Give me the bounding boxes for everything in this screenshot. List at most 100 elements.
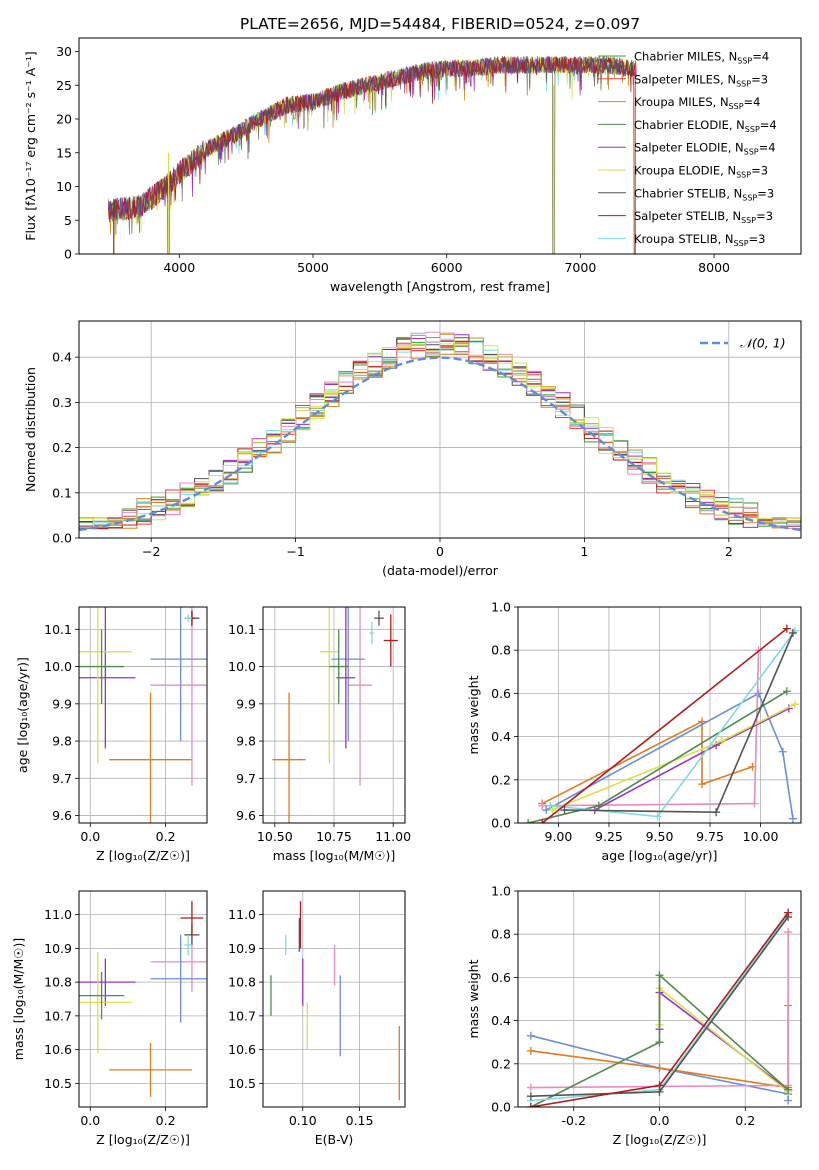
y-tick-label: 25 [56,78,72,93]
weight-marker [718,736,727,745]
axes-spectrum: 4000 5000 6000 7000 8000 0 5 10 15 20 25 30 waveleng… [23,37,802,294]
x-tick-label: 2 [725,544,733,559]
data-point [150,607,207,742]
weight-marker [548,806,557,815]
plot-area-age-vs-mass [263,607,405,823]
weight-marker [653,812,662,821]
x-tick-label: 0.2 [735,1113,755,1128]
weight-marker [750,799,759,808]
weight-series [560,628,797,817]
x-tick-label: 0.2 [156,1113,176,1128]
weight-series [548,700,799,815]
data-point [272,692,306,823]
weight-series [542,689,797,823]
weight-marker [712,808,721,817]
x-tick-label: 0.10 [289,1113,317,1128]
data-point [79,951,132,1053]
plot-area-weight-vs-Z [518,891,801,1107]
x-tick-label: 9.00 [545,829,573,844]
weight-marker [526,1103,535,1107]
x-tick-label: 10.50 [257,829,293,844]
y-tick-label: 9.6 [236,808,256,823]
x-tick-label: 1 [580,544,588,559]
y-tick-label: 0.1 [52,485,72,500]
weight-series [538,624,791,823]
y-tick-label: 11.0 [44,907,72,922]
weight-marker [782,687,791,696]
axes-age-vs-mass: 10.50 10.75 11.00 9.6 9.7 9.8 9.9 10.0 10.1 mass … [228,606,411,863]
weight-marker [655,971,664,980]
normal-curve [79,356,801,532]
axes-frame [78,320,802,539]
y-tick-label: 10.1 [44,622,72,637]
x-tick-label: −2 [142,544,160,559]
y-tick-label: 0.8 [491,927,511,942]
weight-marker [524,819,533,823]
axes-frame [78,37,802,255]
x-axis-label: mass [log₁₀(M/M☉)] [273,848,395,863]
x-tick-label: 0.0 [650,1113,670,1128]
weight-marker [560,806,569,815]
x-tick-label: 0.0 [80,829,100,844]
data-point [79,607,136,749]
data-point [329,629,349,704]
weight-marker [754,689,763,698]
data-point [184,934,192,956]
data-point [374,610,384,626]
weight-marker [788,814,797,823]
weight-marker [784,1085,793,1094]
weight-marker [784,928,793,937]
y-tick-label: 1.0 [491,600,511,615]
y-tick-label: 10.7 [228,1008,256,1023]
y-tick-label: 30 [56,44,72,59]
weight-line [541,627,788,823]
histogram-series [79,339,801,528]
weight-marker [538,801,547,810]
weight-line [594,707,790,811]
weight-marker [655,1081,664,1090]
spectrum-series [108,56,637,221]
weight-marker [655,1038,664,1047]
weight-marker [778,747,787,756]
axes-weight-vs-age: 9.00 9.25 9.50 9.75 10.00 0.0 0.2 0.4 0.6 0.8 1.0 a… [466,600,802,863]
x-tick-label: 9.25 [595,829,623,844]
y-axis-label: Normed distribution [23,367,38,492]
axes-frame [517,890,802,1108]
x-tick-label: 4000 [163,260,195,275]
y-tick-label: 10.9 [44,941,72,956]
plot-area-mass-vs-Z [79,891,207,1107]
weight-marker [546,801,555,810]
data-point [150,934,207,1023]
histogram-series [79,334,801,529]
legend-entry: Salpeter STELIB, NSSP=3 [634,209,773,225]
plot-area-mass-vs-ebv [263,891,405,1107]
weight-marker [782,624,791,633]
plot-area-spectrum [108,55,637,254]
weight-marker [526,1092,535,1101]
plot-area-weight-vs-age [518,607,801,823]
axes-mass-vs-ebv: 0.10 0.15 10.5 10.6 10.7 10.8 10.9 11.0 E(B-V) [228,890,406,1147]
figure-title: PLATE=2656, MJD=54484, FIBERID=0524, z=0… [240,15,640,33]
x-tick-label: 6000 [431,260,463,275]
y-axis-label: age [log₁₀(age/yr)] [15,657,30,773]
y-tick-label: 10.1 [228,622,256,637]
weight-marker [790,700,799,709]
y-tick-label: 0.6 [491,686,511,701]
y-tick-label: 9.7 [52,771,72,786]
y-tick-label: 10.6 [228,1042,256,1057]
legend-entry: Kroupa ELODIE, NSSP=3 [634,164,768,180]
weight-marker [788,628,797,637]
y-tick-label: 0.2 [491,1056,511,1071]
weight-marker [526,1083,535,1092]
x-axis-label: wavelength [Angstrom, rest frame] [330,279,550,294]
weight-marker [594,801,603,810]
data-point [348,607,372,786]
y-tick-label: 10.5 [44,1076,72,1091]
axes-frame [78,606,208,824]
x-tick-label: 11.00 [375,829,411,844]
y-tick-label: 20 [56,112,72,127]
weight-line [658,990,789,1091]
y-tick-label: 10.5 [228,1076,256,1091]
x-tick-label: 7000 [564,260,596,275]
x-tick-label: 0 [436,544,444,559]
